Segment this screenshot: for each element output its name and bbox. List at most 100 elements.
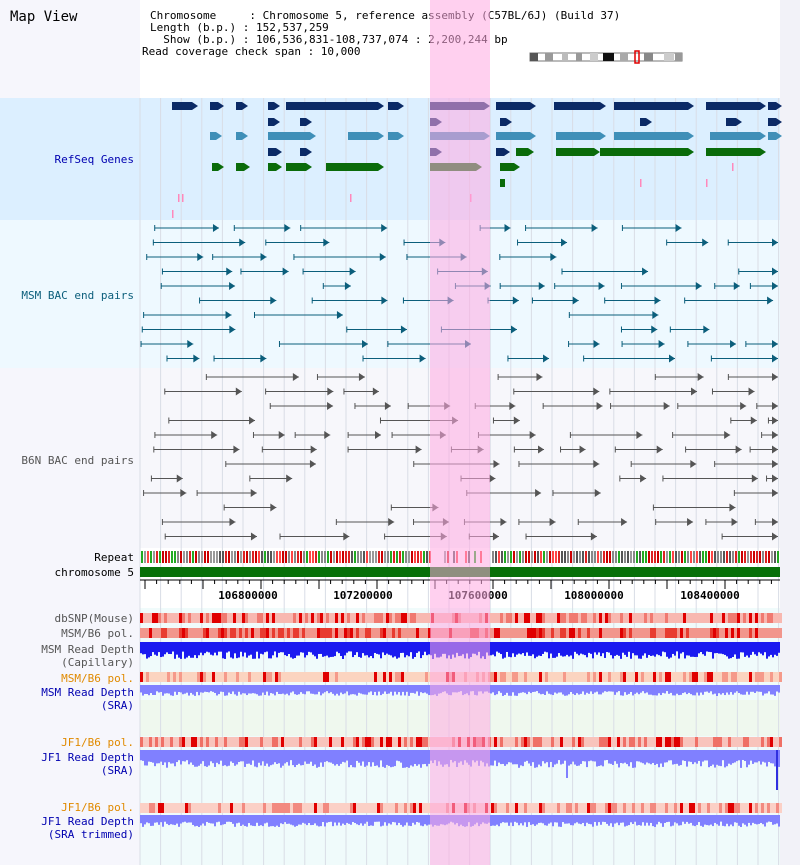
gene-exon (268, 118, 274, 126)
heatmap-cell (419, 628, 422, 638)
repeat-block (522, 551, 524, 563)
depth-trim-bar (670, 815, 672, 827)
depth-sra-bar (388, 685, 390, 694)
depth-cap-bar (494, 642, 496, 657)
depth-jf1-bar (620, 750, 622, 763)
heatmap-cell (551, 628, 554, 638)
repeat-block (543, 551, 545, 563)
depth-cap-bar (300, 642, 302, 653)
heatmap-cell (179, 737, 182, 747)
depth-trim-bar (676, 815, 678, 824)
heatmap-cell (530, 672, 533, 682)
depth-sra-bar (384, 685, 386, 692)
heatmap-cell (203, 628, 206, 638)
depth-cap-bar (258, 642, 260, 659)
depth-trim-bar (270, 815, 272, 827)
depth-sra-bar (606, 685, 608, 692)
label-refseq-genes[interactable]: RefSeq Genes (54, 153, 134, 166)
heatmap-cell (722, 803, 725, 813)
msm-bac-arrow (652, 311, 659, 319)
heatmap-cell (284, 672, 287, 682)
depth-sra-bar (162, 685, 164, 696)
ideogram-band (590, 53, 598, 61)
depth-sra-bar (286, 685, 288, 694)
heatmap-cell (194, 628, 197, 638)
heatmap-cell (248, 628, 251, 638)
heatmap-cell (308, 737, 311, 747)
depth-jf1-bar (350, 750, 352, 766)
repeat-block (423, 551, 425, 563)
heatmap-cell (650, 628, 653, 638)
depth-jf1-bar (568, 750, 570, 766)
heatmap-cell (335, 803, 338, 813)
b6n-bac-arrow (343, 532, 350, 541)
depth-cap-bar (766, 642, 768, 659)
heatmap-cell (158, 628, 161, 638)
depth-jf1-bar (634, 750, 636, 768)
repeat-block (324, 551, 326, 563)
heatmap-cell (677, 737, 680, 747)
heatmap-cell (200, 672, 203, 682)
depth-jf1-bar (416, 750, 418, 766)
heatmap-cell (299, 737, 302, 747)
heatmap-cell (338, 628, 341, 638)
heatmap-cell (401, 737, 404, 747)
depth-trim-bar (210, 815, 212, 824)
heatmap-cell (152, 672, 155, 682)
heatmap-cell (677, 672, 680, 682)
msm-bac-arrow (512, 296, 519, 305)
heatmap-cell (542, 628, 545, 638)
heatmap-cell (767, 672, 770, 682)
heatmap-cell (572, 737, 575, 747)
depth-cap-bar (360, 642, 362, 658)
heatmap-cell (317, 803, 320, 813)
heatmap-cell (170, 628, 173, 638)
msm-bac-arrow (538, 282, 545, 290)
depth-jf1-bar (690, 750, 692, 762)
depth-cap-bar (176, 642, 178, 655)
repeat-block (273, 551, 275, 563)
heatmap-cell (614, 803, 617, 813)
repeat-block (549, 551, 551, 563)
repeat-block (426, 551, 428, 563)
depth-sra-bar (200, 685, 202, 693)
depth-trim-bar (336, 815, 338, 826)
depth-trim-bar (232, 815, 234, 824)
depth-sra-bar (518, 685, 520, 694)
heatmap-cell (749, 672, 752, 682)
depth-cap-bar (572, 642, 574, 659)
selected-region-highlight[interactable] (430, 0, 490, 865)
depth-sra-bar (364, 685, 366, 695)
heatmap-cell (725, 803, 728, 813)
label-b6n-bac-end-pairs[interactable]: B6N BAC end pairs (21, 454, 134, 467)
label-msm-bac-end-pairs[interactable]: MSM BAC end pairs (21, 289, 134, 302)
depth-cap-bar (682, 642, 684, 653)
heatmap-cell (344, 672, 347, 682)
depth-trim-bar (540, 815, 542, 823)
depth-sra-bar (748, 685, 750, 695)
heatmap-cell (647, 628, 650, 638)
heatmap-cell (710, 672, 713, 682)
depth-cap-bar (710, 642, 712, 653)
depth-jf1-bar (198, 750, 200, 766)
depth-trim-bar (294, 815, 296, 827)
repeat-block (561, 551, 563, 563)
depth-trim-bar (502, 815, 504, 823)
repeat-block (342, 551, 344, 563)
heatmap-cell (251, 737, 254, 747)
depth-sra-bar (706, 685, 708, 692)
depth-trim-bar (276, 815, 278, 826)
gene-exon (300, 118, 306, 126)
heatmap-cell (737, 628, 740, 638)
depth-cap-bar (410, 642, 412, 653)
heatmap-cell (680, 628, 683, 638)
heatmap-cell (533, 672, 536, 682)
heatmap-cell (689, 737, 692, 747)
depth-jf1-bar (256, 750, 258, 768)
heatmap-cell (587, 737, 590, 747)
heatmap-cell (251, 628, 254, 638)
depth-cap-bar (662, 642, 664, 652)
heatmap-cell (641, 803, 644, 813)
heatmap-cell (767, 628, 770, 638)
heatmap-cell (674, 672, 677, 682)
